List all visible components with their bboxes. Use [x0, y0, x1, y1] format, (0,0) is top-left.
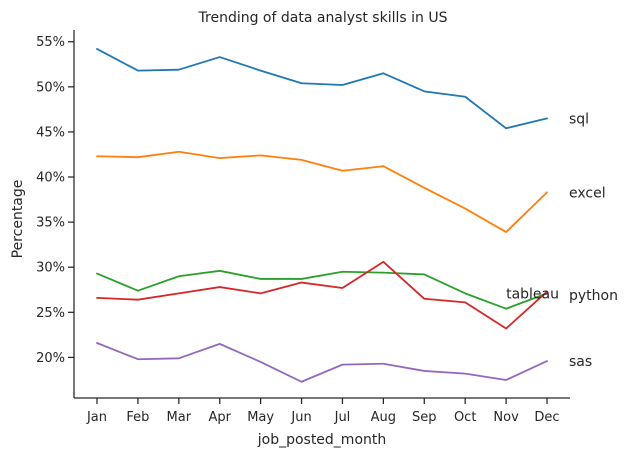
- series-label-excel: excel: [569, 185, 606, 201]
- x-tick-label: Jul: [334, 410, 351, 425]
- x-tick-label: May: [247, 410, 274, 425]
- y-tick-label: 25%: [36, 306, 65, 321]
- x-tick-label: Mar: [167, 410, 192, 425]
- y-tick-label: 35%: [36, 216, 65, 231]
- x-tick-label: Jun: [290, 410, 311, 425]
- series-line-tableau: [96, 269, 548, 310]
- y-tick-label: 45%: [36, 125, 65, 140]
- x-axis-label: job_posted_month: [257, 432, 387, 448]
- x-tick-label: Jan: [86, 410, 107, 425]
- y-tick-label: 20%: [36, 351, 65, 366]
- y-tick-label: 30%: [36, 261, 65, 276]
- series-line-sas: [96, 342, 548, 383]
- x-tick-label: Oct: [454, 410, 476, 425]
- series-line-python: [96, 260, 548, 330]
- x-tick-label: Sep: [412, 410, 437, 425]
- y-tick-label: 40%: [36, 171, 65, 186]
- series-label-tableau: tableau: [506, 286, 559, 302]
- y-tick-label: 55%: [36, 35, 65, 50]
- y-tick-label: 50%: [36, 80, 65, 95]
- x-tick-label: Feb: [126, 410, 149, 425]
- x-tick-label: Nov: [493, 410, 519, 425]
- series-line-excel: [96, 150, 548, 233]
- x-tick-label: Aug: [371, 410, 396, 425]
- plot-area: 20% 25% 30% 35% 40% 45% 50% 55% Jan Feb Mar Apr May J…: [36, 30, 618, 425]
- x-tick-label: Dec: [534, 410, 559, 425]
- series-label-sql: sql: [569, 111, 589, 127]
- series-label-sas: sas: [569, 354, 592, 370]
- series-label-python: python: [569, 288, 618, 304]
- series-line-sql: [96, 48, 548, 130]
- chart-title: Trending of data analyst skills in US: [198, 10, 448, 26]
- y-axis-label: Percentage: [10, 180, 26, 259]
- x-tick-label: Apr: [208, 410, 231, 425]
